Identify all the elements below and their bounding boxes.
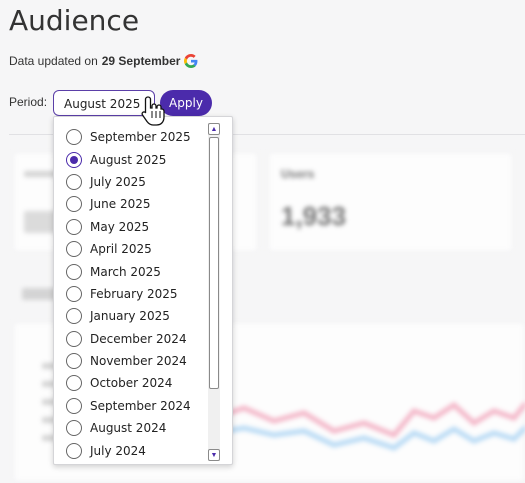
radio-icon[interactable] — [66, 173, 82, 190]
period-option[interactable]: January 2025 — [54, 305, 206, 327]
period-option-label: December 2024 — [90, 331, 187, 346]
period-option-label: April 2025 — [90, 242, 152, 257]
period-option[interactable]: December 2024 — [54, 328, 206, 350]
period-option[interactable]: September 2025 — [54, 126, 206, 148]
period-option[interactable]: August 2024 — [54, 417, 206, 439]
radio-icon[interactable] — [66, 218, 82, 235]
chart-series-pink — [213, 401, 525, 438]
chart-y-label — [42, 399, 56, 405]
data-updated-note: Data updated on 29 September — [9, 54, 198, 68]
period-option-label: January 2025 — [90, 309, 170, 324]
period-option-label: November 2024 — [90, 354, 187, 369]
traffic-chart — [213, 401, 525, 451]
period-option-label: August 2025 — [90, 152, 167, 167]
radio-icon[interactable] — [66, 353, 82, 370]
hand-cursor-icon — [141, 96, 165, 126]
period-option-label: July 2024 — [90, 443, 146, 458]
users-card-title: Users — [281, 167, 315, 181]
period-dropdown[interactable]: September 2025 August 2025 July 2025 Jun… — [53, 116, 233, 465]
period-option[interactable]: July 2025 — [54, 171, 206, 193]
radio-icon[interactable] — [66, 241, 82, 258]
radio-icon[interactable] — [66, 263, 82, 280]
users-card-value: 1,933 — [281, 201, 347, 231]
radio-icon[interactable] — [66, 129, 82, 146]
radio-icon[interactable] — [66, 308, 82, 325]
period-option-label: February 2025 — [90, 286, 178, 301]
page-title: Audience — [9, 4, 140, 37]
chart-y-label — [42, 417, 56, 423]
dropdown-scrollbar[interactable]: ▲ ▼ — [208, 123, 220, 461]
period-label: Period: — [9, 95, 48, 109]
period-option[interactable]: October 2024 — [54, 372, 206, 394]
period-option-label: September 2024 — [90, 398, 191, 413]
period-option[interactable]: April 2025 — [54, 238, 206, 260]
period-option[interactable]: February 2025 — [54, 283, 206, 305]
period-option[interactable]: September 2024 — [54, 395, 206, 417]
period-option[interactable]: March 2025 — [54, 260, 206, 282]
period-option-label: August 2024 — [90, 421, 167, 436]
period-option[interactable]: May 2025 — [54, 216, 206, 238]
period-option[interactable]: June 2025 — [54, 193, 206, 215]
scroll-thumb[interactable] — [209, 137, 219, 389]
period-select[interactable]: August 2025 — [53, 90, 155, 116]
chart-series-blue — [213, 425, 525, 451]
chart-y-label — [42, 363, 56, 369]
updated-prefix: Data updated on — [9, 54, 98, 68]
period-option-label: October 2024 — [90, 376, 173, 391]
chart-y-label — [42, 381, 56, 387]
radio-icon[interactable] — [66, 442, 82, 459]
period-option-label: September 2025 — [90, 130, 191, 145]
period-option[interactable]: November 2024 — [54, 350, 206, 372]
users-card: Users 1,933 — [268, 152, 513, 252]
radio-icon[interactable] — [66, 285, 82, 302]
radio-icon[interactable] — [66, 196, 82, 213]
chart-y-label — [42, 435, 56, 441]
radio-icon[interactable] — [66, 330, 82, 347]
period-option[interactable]: July 2024 — [54, 439, 206, 461]
period-option-label: July 2025 — [90, 174, 146, 189]
period-option-label: June 2025 — [90, 197, 151, 212]
period-option-label: March 2025 — [90, 264, 161, 279]
period-option-label: May 2025 — [90, 219, 150, 234]
google-icon — [184, 54, 198, 68]
radio-icon[interactable] — [66, 397, 82, 414]
updated-date: 29 September — [101, 54, 181, 68]
radio-icon[interactable] — [66, 420, 82, 437]
period-option[interactable]: August 2025 — [54, 148, 206, 170]
scroll-up-icon[interactable]: ▲ — [208, 123, 220, 135]
period-option-list: September 2025 August 2025 July 2025 Jun… — [54, 126, 206, 462]
scroll-down-icon[interactable]: ▼ — [208, 449, 220, 461]
radio-icon[interactable] — [66, 375, 82, 392]
apply-button[interactable]: Apply — [160, 90, 212, 116]
header-divider — [9, 134, 525, 135]
radio-checked-icon[interactable] — [66, 151, 82, 168]
